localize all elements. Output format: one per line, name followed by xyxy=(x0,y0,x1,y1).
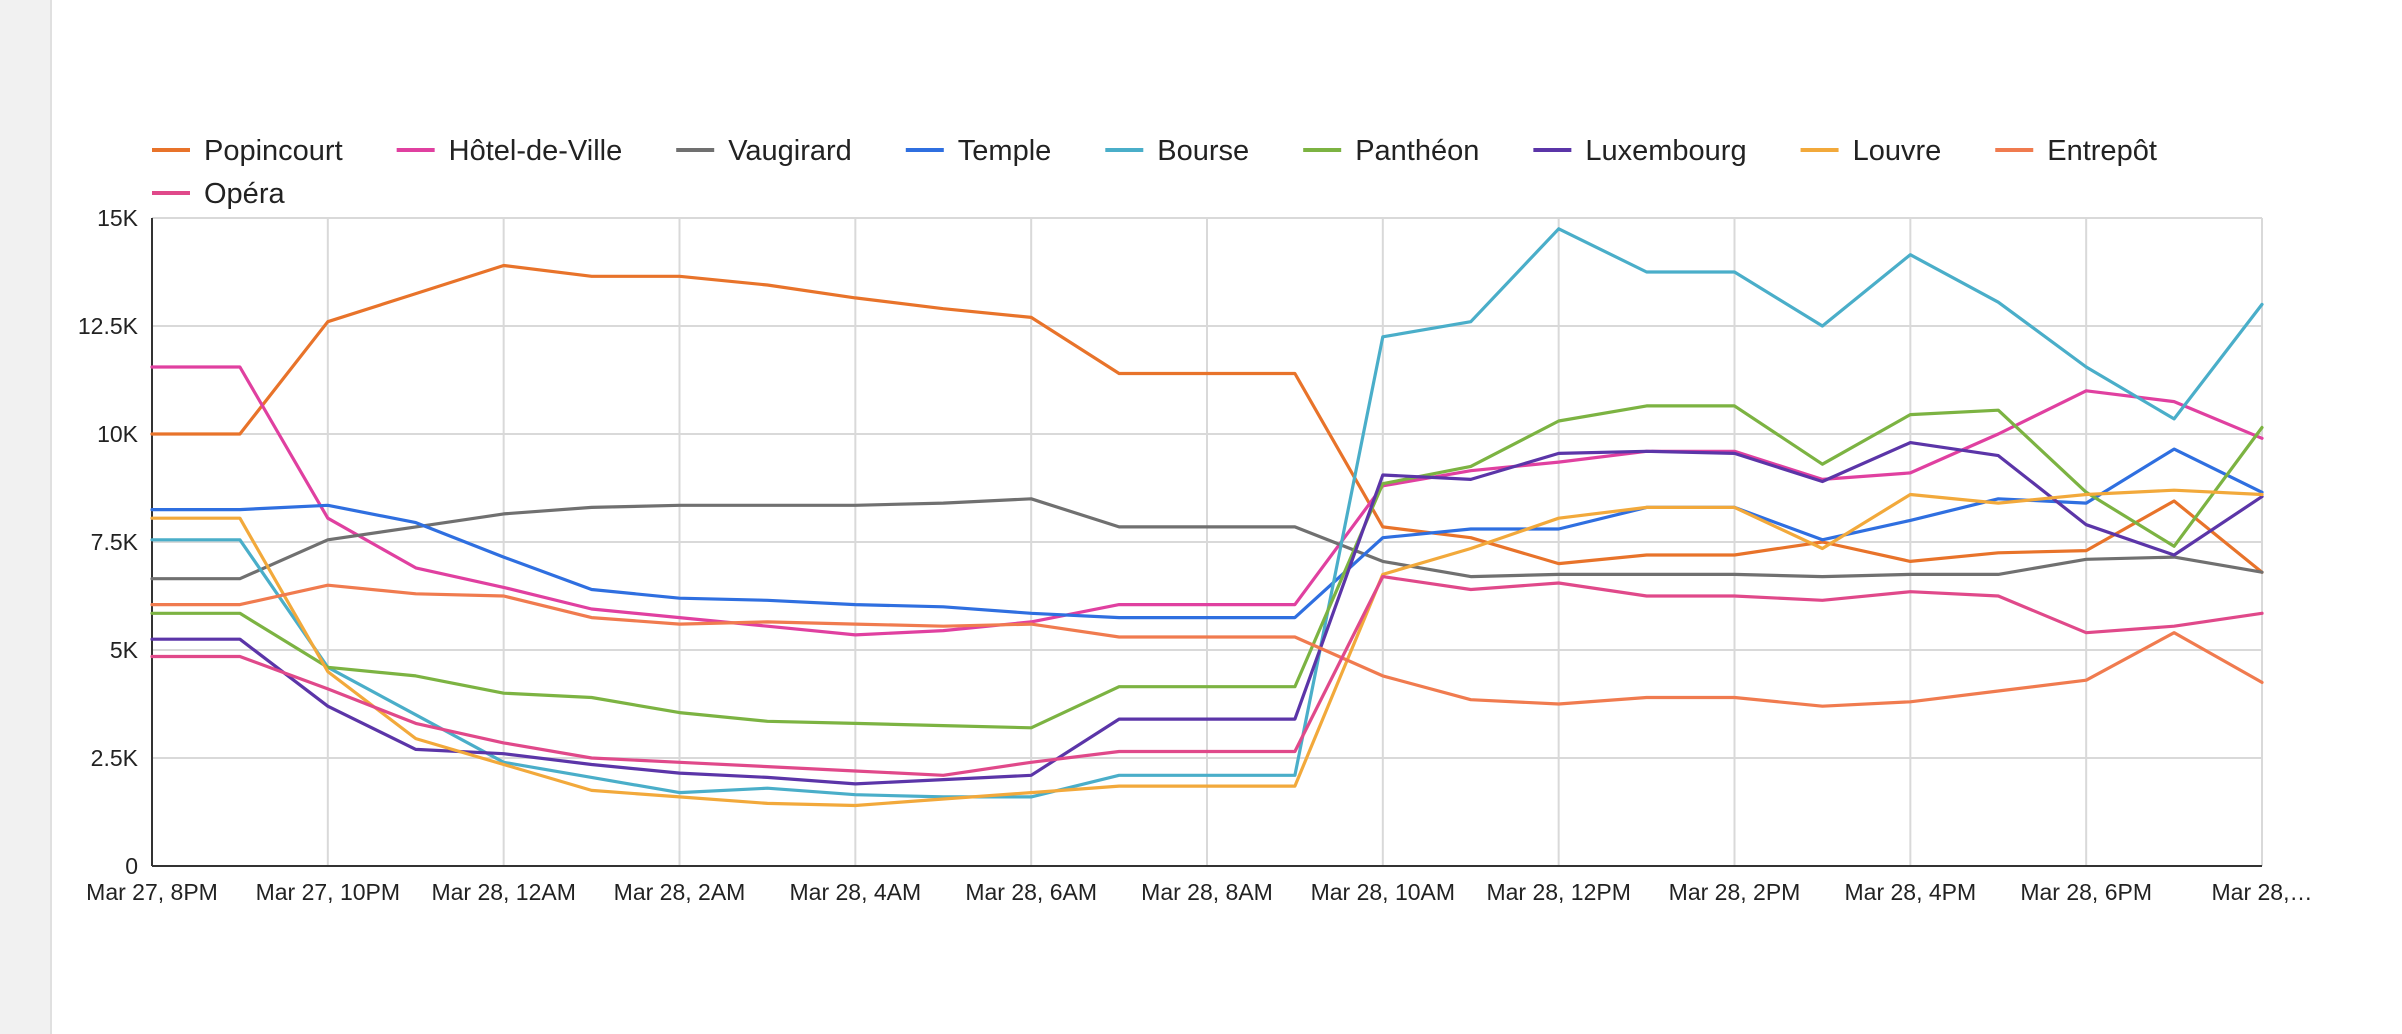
series-line-3[interactable] xyxy=(150,447,2264,620)
legend-label-0: Popincourt xyxy=(204,135,343,167)
y-tick-label-3: 7.5K xyxy=(91,529,139,555)
series-line-6[interactable] xyxy=(150,441,2264,786)
y-tick-label-1: 2.5K xyxy=(91,745,139,771)
legend-label-9: Opéra xyxy=(204,178,285,210)
series-line-0[interactable] xyxy=(150,263,2264,574)
x-tick-label-12: Mar 28,… xyxy=(2212,879,2313,905)
legend-item-8[interactable]: Entrepôt xyxy=(1995,135,2157,167)
series-line-8[interactable] xyxy=(150,583,2264,708)
x-tick-label-10: Mar 28, 4PM xyxy=(1845,879,1977,905)
x-tick-label-3: Mar 28, 2AM xyxy=(614,879,746,905)
legend-item-4[interactable]: Bourse xyxy=(1105,135,1249,167)
x-tick-label-1: Mar 27, 10PM xyxy=(256,879,400,905)
series-line-5[interactable] xyxy=(150,404,2264,730)
legend-label-4: Bourse xyxy=(1157,135,1249,167)
y-tick-label-4: 10K xyxy=(97,421,139,447)
legend-item-1[interactable]: Hôtel-de-Ville xyxy=(396,135,623,167)
series-line-4[interactable] xyxy=(150,227,2264,799)
x-axis-tick-labels: Mar 27, 8PM Mar 27, 10PM Mar 28, 12AM Mar 2… xyxy=(86,879,2312,905)
x-tick-label-7: Mar 28, 10AM xyxy=(1311,879,1455,905)
legend-item-0[interactable]: Popincourt xyxy=(152,135,343,167)
y-tick-label-6: 15K xyxy=(97,205,139,231)
line-chart: Popincourt Hôtel-de-Ville Vaugirard Temple B… xyxy=(78,135,2313,905)
legend-item-7[interactable]: Louvre xyxy=(1800,135,1942,167)
x-tick-label-9: Mar 28, 2PM xyxy=(1669,879,1801,905)
y-axis-tick-labels: 0 2.5K 5K 7.5K 10K 12.5K 15K xyxy=(78,205,139,879)
left-panel-strip xyxy=(0,0,52,1034)
x-tick-label-2: Mar 28, 12AM xyxy=(431,879,575,905)
legend-item-3[interactable]: Temple xyxy=(905,135,1052,167)
legend-item-5[interactable]: Panthéon xyxy=(1303,135,1479,167)
series-line-9[interactable] xyxy=(150,574,2264,777)
x-tick-label-4: Mar 28, 4AM xyxy=(790,879,922,905)
legend-label-2: Vaugirard xyxy=(728,135,852,167)
legend-label-8: Entrepôt xyxy=(2047,135,2157,167)
legend-label-6: Luxembourg xyxy=(1585,135,1746,167)
chart-legend: Popincourt Hôtel-de-Ville Vaugirard Temple B… xyxy=(152,135,2157,210)
x-tick-label-8: Mar 28, 12PM xyxy=(1486,879,1630,905)
legend-item-9[interactable]: Opéra xyxy=(152,178,285,210)
series-line-7[interactable] xyxy=(150,488,2264,808)
x-tick-label-0: Mar 27, 8PM xyxy=(86,879,218,905)
series-line-1[interactable] xyxy=(150,365,2264,637)
y-tick-label-5: 12.5K xyxy=(78,313,139,339)
chart-container: Popincourt Hôtel-de-Ville Vaugirard Temple B… xyxy=(52,0,2402,1034)
x-tick-label-5: Mar 28, 6AM xyxy=(965,879,1097,905)
chart-axes xyxy=(151,218,2262,867)
legend-label-3: Temple xyxy=(958,135,1052,167)
x-tick-label-11: Mar 28, 6PM xyxy=(2020,879,2152,905)
legend-item-6[interactable]: Luxembourg xyxy=(1533,135,1747,167)
series-line-2[interactable] xyxy=(150,497,2264,581)
y-tick-label-2: 5K xyxy=(110,637,139,663)
legend-label-1: Hôtel-de-Ville xyxy=(449,135,623,167)
y-tick-label-0: 0 xyxy=(125,853,138,879)
legend-item-2[interactable]: Vaugirard xyxy=(676,135,852,167)
chart-gridlines xyxy=(152,217,2263,866)
legend-label-7: Louvre xyxy=(1853,135,1942,167)
chart-series xyxy=(150,227,2264,808)
legend-label-5: Panthéon xyxy=(1355,135,1479,167)
x-tick-label-6: Mar 28, 8AM xyxy=(1141,879,1273,905)
